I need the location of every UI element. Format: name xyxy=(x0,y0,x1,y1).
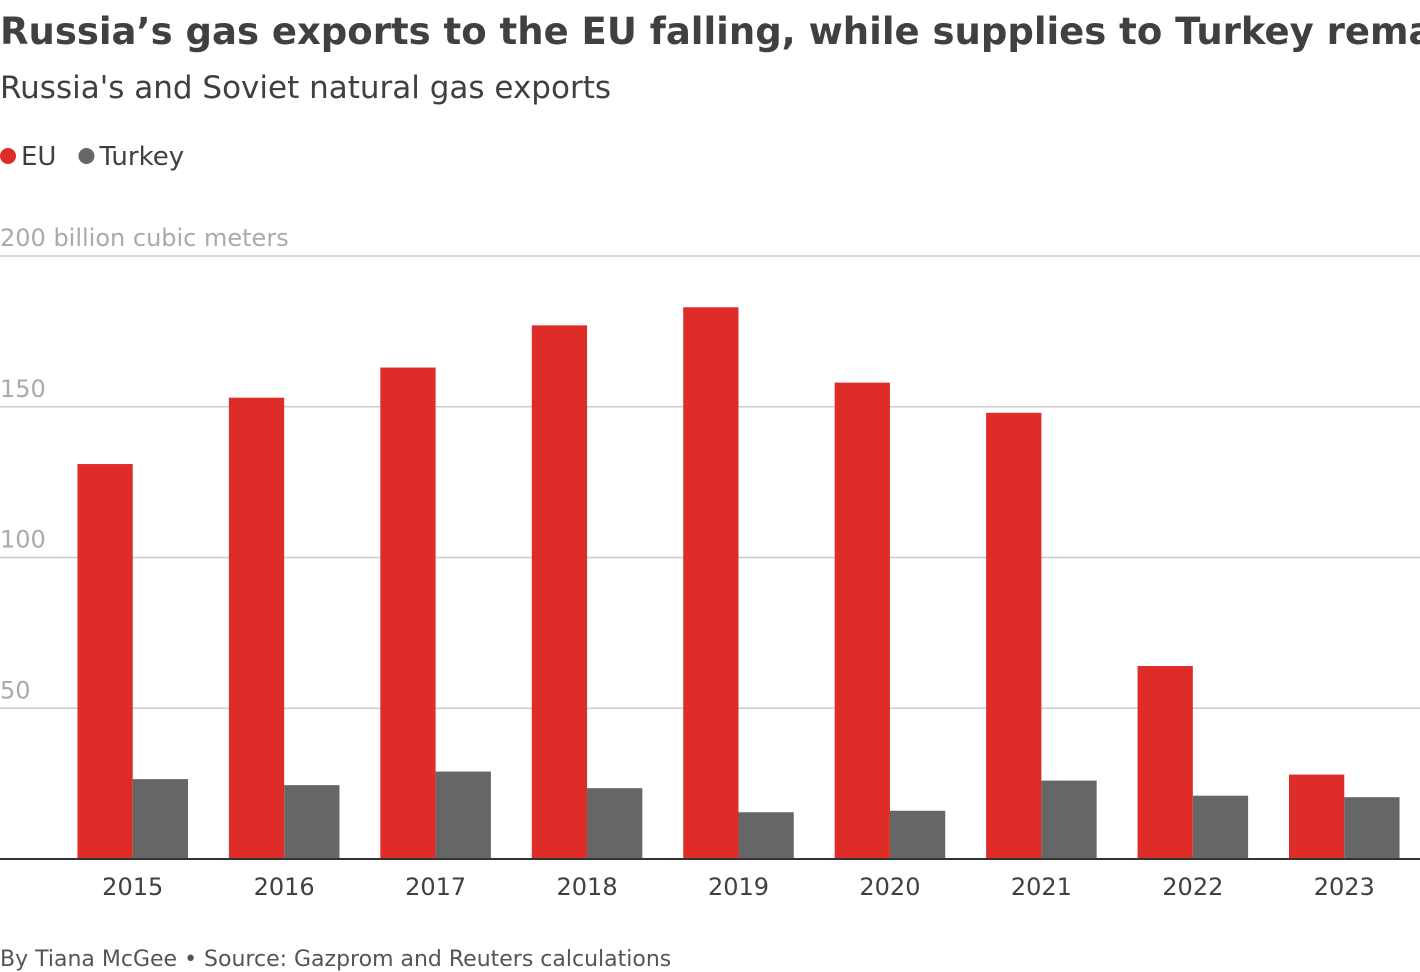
bar xyxy=(380,367,436,859)
bar xyxy=(587,788,643,859)
x-tick-label: 2022 xyxy=(1162,873,1223,901)
bar xyxy=(683,307,739,859)
legend-marker xyxy=(0,148,16,164)
bar xyxy=(531,325,588,860)
y-tick-label: 200 billion cubic meters xyxy=(0,224,289,252)
bar xyxy=(284,785,340,859)
chart-subtitle: Russia's and Soviet natural gas exports xyxy=(0,70,611,106)
footer: By Tiana McGee • Source: Gazprom and Reu… xyxy=(0,947,671,972)
y-tick-label: 150 xyxy=(0,375,46,403)
bar xyxy=(1192,795,1249,859)
bar xyxy=(889,810,946,859)
legend-label: Turkey xyxy=(98,142,184,172)
bar xyxy=(1289,774,1345,859)
legend-marker xyxy=(78,148,95,164)
x-tick-label: 2016 xyxy=(254,873,315,901)
bar xyxy=(986,412,1042,859)
y-tick-label: 100 xyxy=(0,526,46,554)
y-tick-label: 50 xyxy=(0,676,31,704)
x-tick-label: 2023 xyxy=(1314,873,1375,901)
bar xyxy=(228,397,285,859)
bar xyxy=(1041,780,1097,859)
x-tick-label: 2020 xyxy=(859,873,920,901)
x-tick-label: 2021 xyxy=(1011,873,1072,901)
bar xyxy=(1137,666,1193,859)
x-tick-label: 2017 xyxy=(405,873,466,901)
x-tick-label: 2019 xyxy=(708,873,769,901)
legend-label: EU xyxy=(21,142,56,172)
bar xyxy=(77,464,133,859)
bar xyxy=(435,771,491,859)
bar xyxy=(1344,797,1400,859)
bar xyxy=(738,812,794,859)
x-tick-label: 2015 xyxy=(102,873,163,901)
bar xyxy=(132,779,188,859)
x-tick-label: 2018 xyxy=(557,873,618,901)
chart-title: Russia’s gas exports to the EU falling, … xyxy=(0,10,1420,53)
bar xyxy=(834,382,890,859)
